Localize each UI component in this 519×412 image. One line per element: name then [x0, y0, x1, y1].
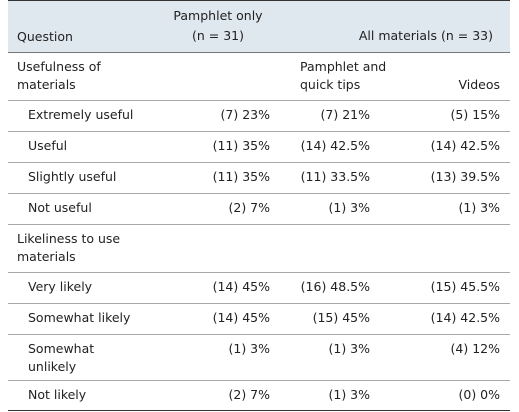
cell-value: (0) 0%: [458, 387, 500, 402]
row-label: Slightly useful: [28, 169, 117, 184]
row-divider: [8, 162, 510, 163]
header-pamphlet-n: (n = 31): [191, 28, 244, 43]
header-all-materials: All materials (n = 33): [358, 28, 493, 43]
row-divider: [8, 224, 510, 225]
cell-value: (2) 7%: [228, 200, 270, 215]
cell-value: (13) 39.5%: [430, 169, 500, 184]
row-label: Somewhat unlikely: [28, 341, 95, 374]
cell-value: (2) 7%: [228, 387, 270, 402]
row-label: Extremely useful: [28, 107, 134, 122]
cell-value: (11) 33.5%: [300, 169, 370, 184]
row-label: Useful: [28, 138, 68, 153]
cell-value: (5) 15%: [450, 107, 500, 122]
section-title: Likeliness to use materials: [17, 231, 121, 264]
row-divider: [8, 131, 510, 132]
cell-value: (1) 3%: [458, 200, 500, 215]
section-title: Usefulness of materials: [17, 59, 101, 92]
cell-value: (15) 45%: [312, 310, 370, 325]
row-divider: [8, 100, 510, 101]
row-divider: [8, 272, 510, 273]
cell-value: (7) 21%: [320, 107, 370, 122]
top-border: [8, 0, 510, 1]
cell-value: (7) 23%: [220, 107, 270, 122]
cell-value: (14) 42.5%: [430, 138, 500, 153]
cell-value: (1) 3%: [228, 341, 270, 356]
row-divider: [8, 380, 510, 381]
cell-value: (14) 42.5%: [300, 138, 370, 153]
cell-value: (14) 42.5%: [430, 310, 500, 325]
row-label: Very likely: [28, 279, 93, 294]
row-label: Not useful: [28, 200, 92, 215]
cell-value: (11) 35%: [212, 169, 270, 184]
header-background: [8, 0, 510, 52]
header-question: Question: [17, 29, 73, 44]
subheader: Pamphlet and quick tips: [300, 59, 387, 92]
cell-value: (1) 3%: [328, 387, 370, 402]
row-divider: [8, 303, 510, 304]
cell-value: (14) 45%: [212, 310, 270, 325]
row-divider: [8, 334, 510, 335]
bottom-border: [8, 410, 510, 411]
row-label: Not likely: [28, 387, 87, 402]
subheader: Videos: [458, 77, 500, 92]
cell-value: (14) 45%: [212, 279, 270, 294]
row-label: Somewhat likely: [28, 310, 131, 325]
cell-value: (4) 12%: [450, 341, 500, 356]
row-divider: [8, 193, 510, 194]
cell-value: (11) 35%: [212, 138, 270, 153]
cell-value: (16) 48.5%: [300, 279, 370, 294]
cell-value: (1) 3%: [328, 341, 370, 356]
cell-value: (1) 3%: [328, 200, 370, 215]
header-pamphlet-only: Pamphlet only: [173, 8, 263, 23]
header-border: [8, 52, 510, 53]
cell-value: (15) 45.5%: [430, 279, 500, 294]
